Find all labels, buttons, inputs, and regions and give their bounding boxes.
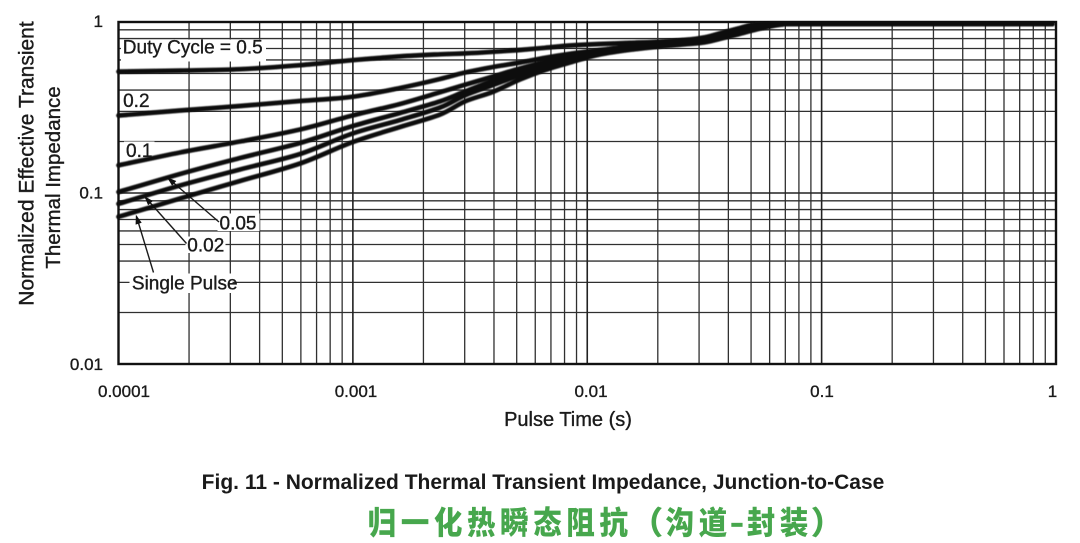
svg-text:0.05: 0.05 (220, 214, 257, 235)
svg-text:Thermal Impedance: Thermal Impedance (42, 86, 65, 268)
svg-text:1: 1 (94, 12, 103, 31)
svg-text:Single Pulse: Single Pulse (132, 274, 238, 295)
svg-text:0.001: 0.001 (335, 382, 378, 401)
svg-text:0.2: 0.2 (123, 91, 149, 112)
svg-text:Normalized Effective Transient: Normalized Effective Transient (16, 21, 39, 306)
svg-text:Pulse Time (s): Pulse Time (s) (504, 409, 632, 431)
svg-text:0.02: 0.02 (187, 236, 224, 257)
svg-text:0.01: 0.01 (70, 355, 103, 374)
svg-text:1: 1 (1048, 382, 1057, 401)
svg-text:Fig. 11 - Normalized Thermal T: Fig. 11 - Normalized Thermal Transient I… (202, 471, 885, 494)
svg-text:0.1: 0.1 (810, 382, 834, 401)
svg-text:0.0001: 0.0001 (98, 382, 150, 401)
svg-text:0.01: 0.01 (574, 382, 607, 401)
svg-text:0.1: 0.1 (126, 141, 152, 162)
svg-text:Duty Cycle = 0.5: Duty Cycle = 0.5 (123, 38, 263, 59)
svg-text:0.1: 0.1 (79, 183, 103, 202)
